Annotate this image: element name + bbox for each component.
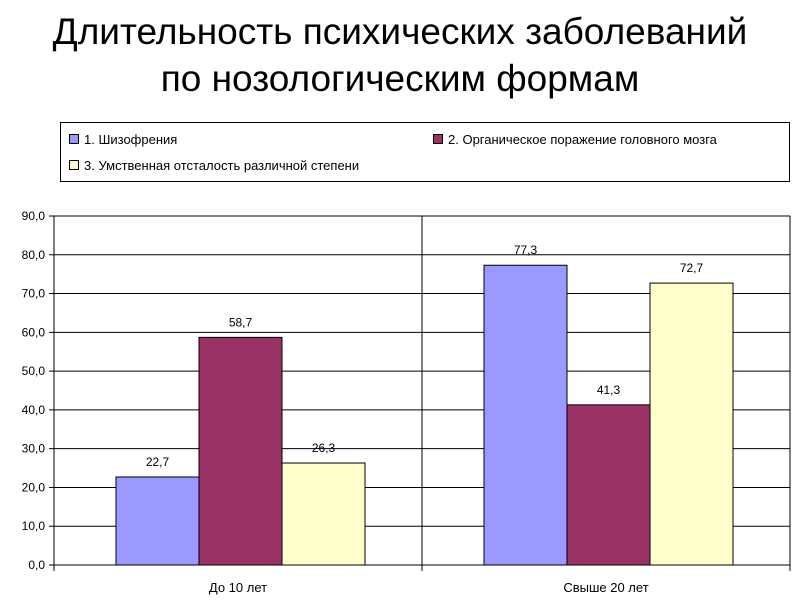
legend-label-series-2: 2. Органическое поражение головного мозг… — [448, 132, 717, 147]
x-category-label: До 10 лет — [209, 580, 267, 595]
data-label: 41,3 — [597, 383, 621, 397]
data-label: 22,7 — [146, 455, 170, 469]
x-category-label: Свыше 20 лет — [563, 580, 648, 595]
legend-swatch-series-1 — [69, 134, 79, 144]
y-tick-label: 10,0 — [22, 519, 46, 533]
legend-label-series-1: 1. Шизофрения — [84, 132, 178, 147]
page-title: Длительность психических заболеваний по … — [0, 8, 800, 102]
y-tick-label: 20,0 — [22, 480, 46, 494]
title-line-2: по нозологическим формам — [160, 58, 640, 99]
bar-series-3 — [649, 282, 734, 566]
bar-series-1 — [483, 264, 568, 566]
chart-legend: 1. Шизофрения 2. Органическое поражение … — [60, 122, 790, 182]
bar-series-3 — [281, 462, 366, 566]
y-tick-label: 50,0 — [22, 364, 46, 378]
legend-label-series-3: 3. Умственная отсталость различной степе… — [84, 158, 360, 173]
bar-series-2 — [566, 404, 651, 566]
y-tick-label: 30,0 — [22, 442, 46, 456]
bar-series-1 — [115, 476, 200, 566]
data-label: 26,3 — [312, 441, 336, 455]
y-tick-label: 40,0 — [22, 403, 46, 417]
data-label: 72,7 — [680, 261, 704, 275]
legend-swatch-series-3 — [69, 160, 79, 170]
bar-series-2 — [198, 336, 283, 566]
y-tick-label: 90,0 — [22, 209, 46, 223]
legend-item-series-3: 3. Умственная отсталость различной степе… — [69, 158, 359, 174]
data-label: 58,7 — [229, 315, 253, 329]
y-tick-label: 60,0 — [22, 325, 46, 339]
legend-item-series-2: 2. Органическое поражение головного мозг… — [433, 132, 717, 148]
y-tick-label: 80,0 — [22, 248, 46, 262]
legend-item-series-1: 1. Шизофрения — [69, 132, 177, 148]
y-tick-label: 0,0 — [28, 558, 45, 572]
title-line-1: Длительность психических заболеваний — [52, 11, 748, 52]
y-tick-label: 70,0 — [22, 287, 46, 301]
data-label: 77,3 — [514, 243, 538, 257]
legend-swatch-series-2 — [433, 134, 443, 144]
